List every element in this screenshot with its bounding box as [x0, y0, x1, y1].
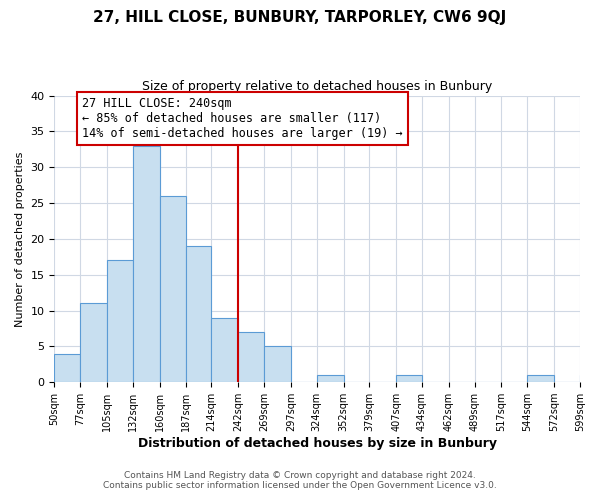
Text: Contains HM Land Registry data © Crown copyright and database right 2024.
Contai: Contains HM Land Registry data © Crown c…: [103, 470, 497, 490]
Bar: [238, 332, 264, 382]
Text: 27, HILL CLOSE, BUNBURY, TARPORLEY, CW6 9QJ: 27, HILL CLOSE, BUNBURY, TARPORLEY, CW6 …: [94, 10, 506, 25]
Bar: [211, 318, 238, 382]
Bar: [580, 375, 600, 382]
Bar: [185, 246, 211, 382]
Bar: [107, 260, 133, 382]
Bar: [80, 304, 107, 382]
Bar: [317, 375, 344, 382]
Bar: [396, 375, 422, 382]
Bar: [55, 354, 80, 382]
Bar: [133, 146, 160, 382]
Title: Size of property relative to detached houses in Bunbury: Size of property relative to detached ho…: [142, 80, 493, 93]
Y-axis label: Number of detached properties: Number of detached properties: [15, 151, 25, 326]
X-axis label: Distribution of detached houses by size in Bunbury: Distribution of detached houses by size …: [138, 437, 497, 450]
Bar: [527, 375, 554, 382]
Bar: [264, 346, 291, 382]
Text: 27 HILL CLOSE: 240sqm
← 85% of detached houses are smaller (117)
14% of semi-det: 27 HILL CLOSE: 240sqm ← 85% of detached …: [82, 97, 403, 140]
Bar: [160, 196, 185, 382]
